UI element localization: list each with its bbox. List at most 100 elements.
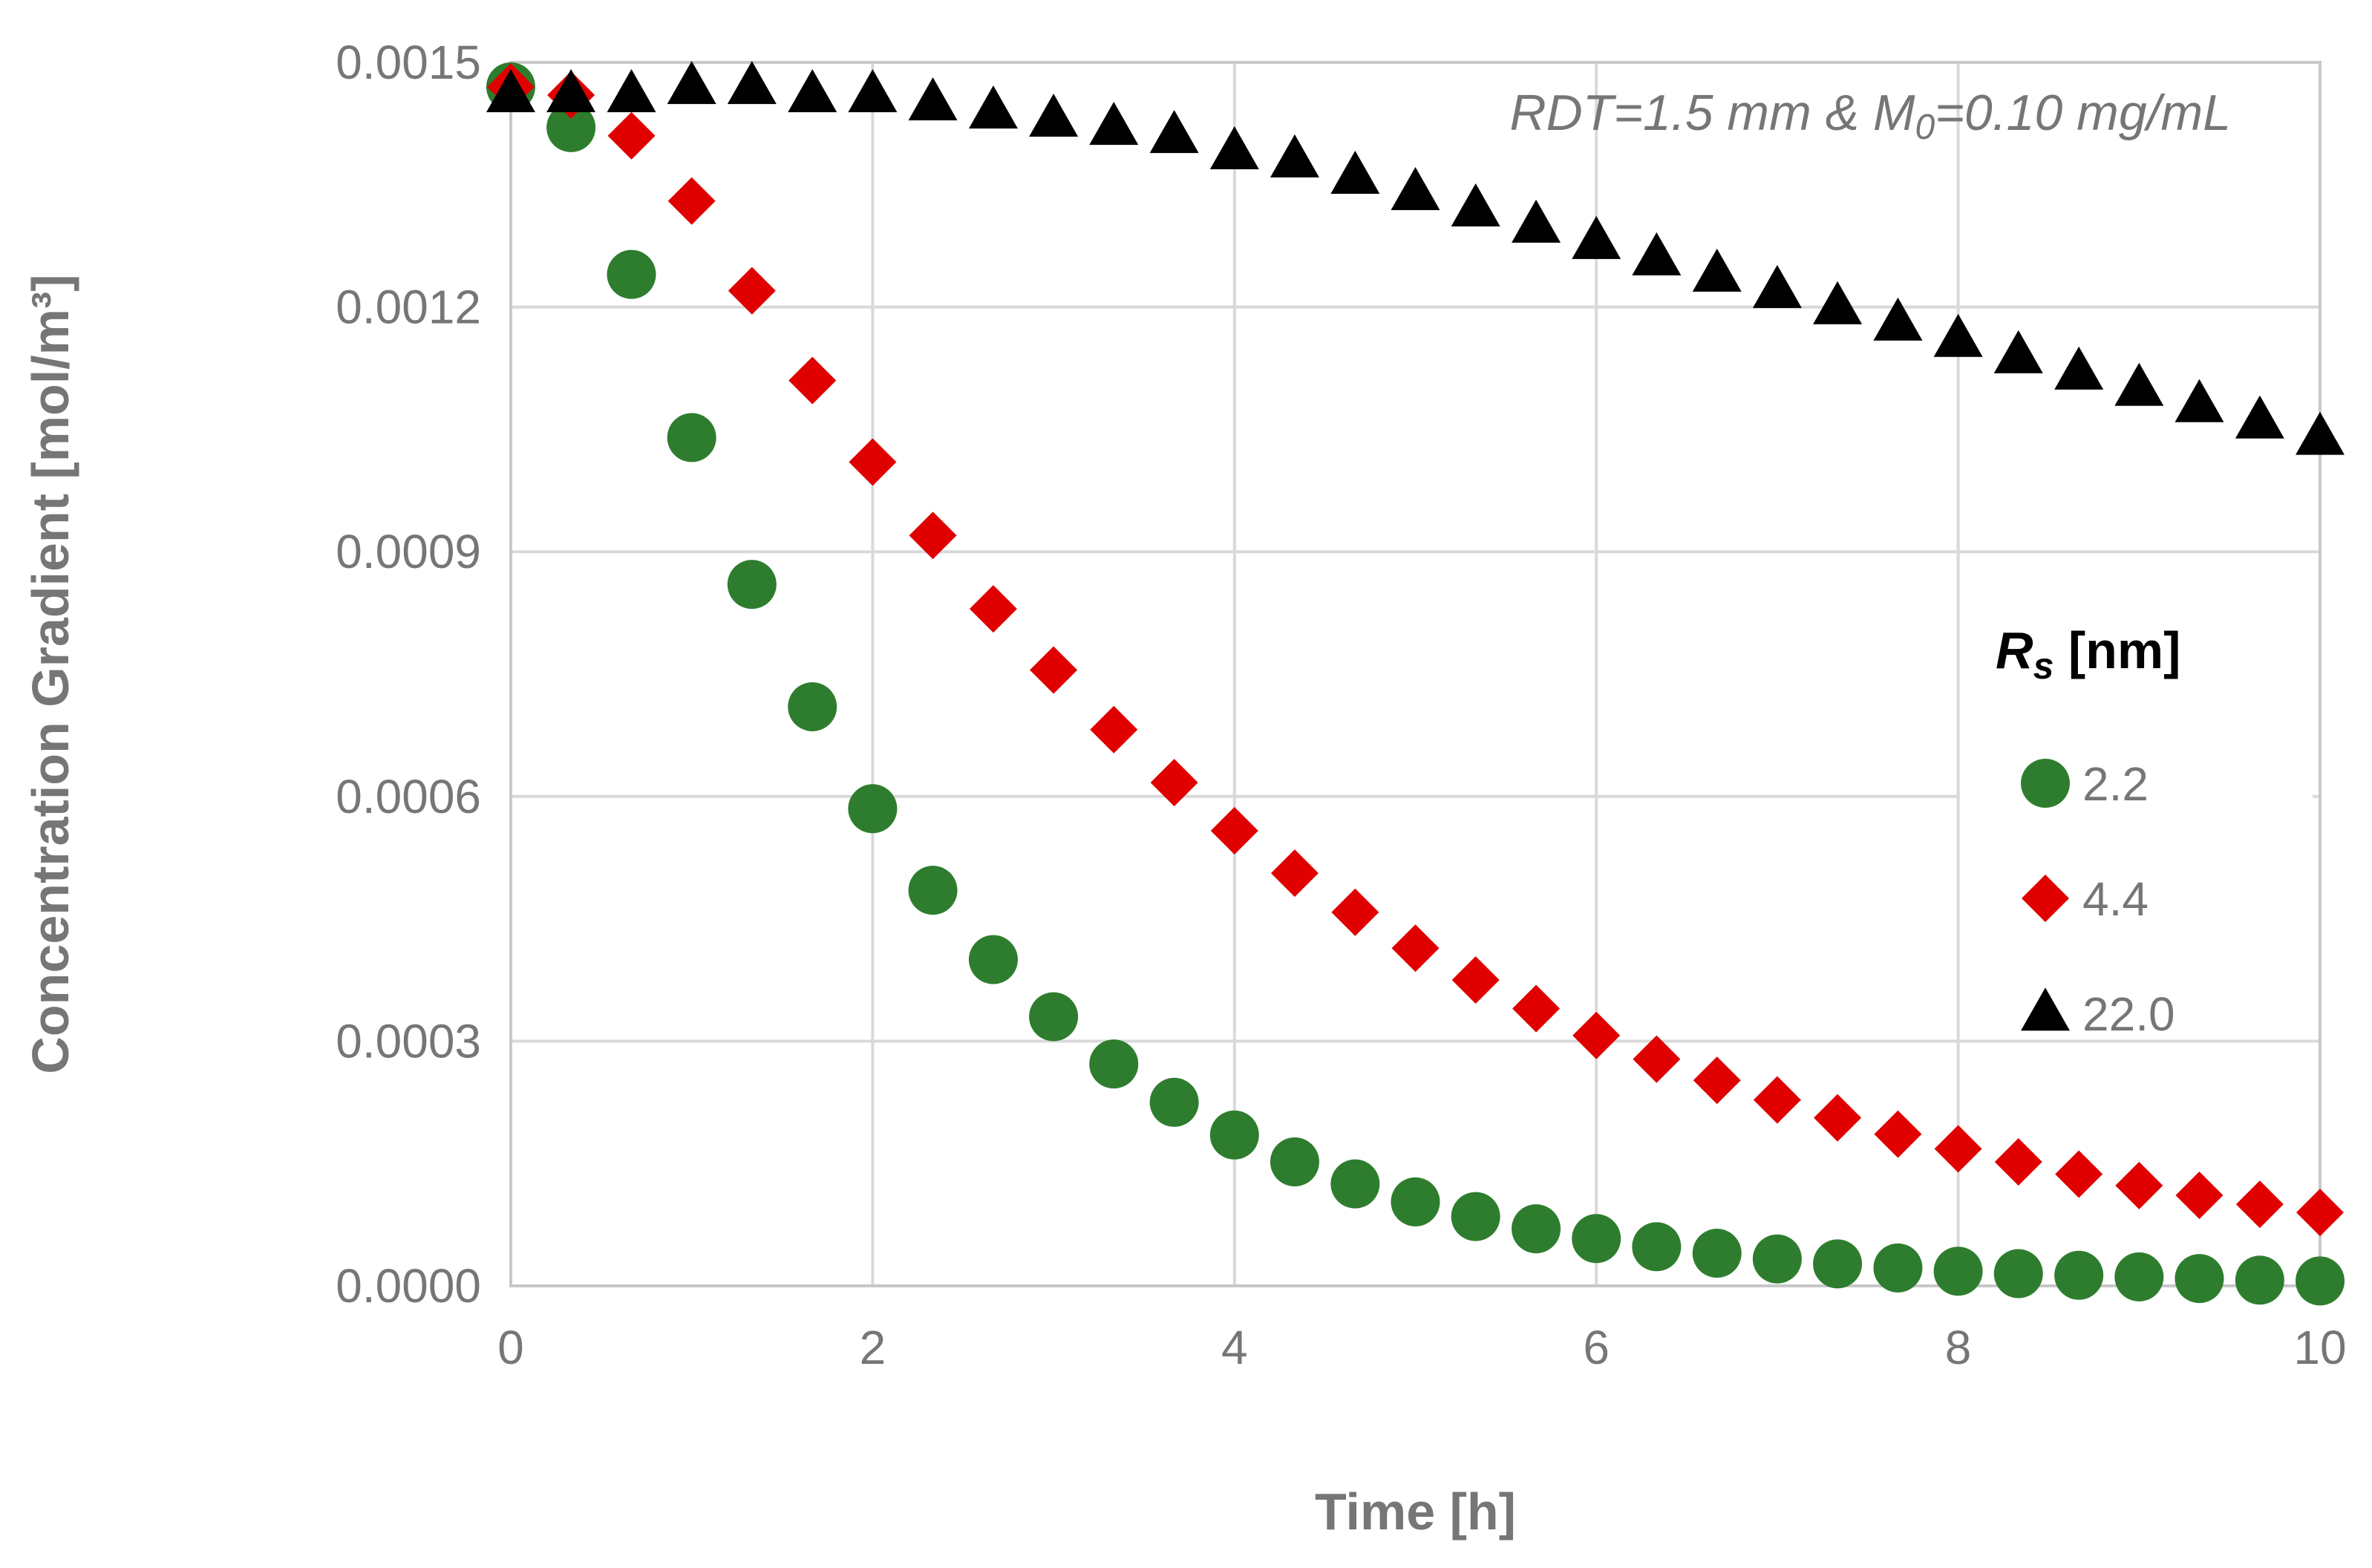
data-point xyxy=(1150,759,1198,807)
x-tick-label: 2 xyxy=(860,1321,886,1374)
data-point xyxy=(2175,379,2224,422)
data-point xyxy=(1512,199,1561,243)
data-point xyxy=(727,560,777,610)
legend-marker xyxy=(2022,875,2069,922)
data-point xyxy=(728,267,776,315)
plot-frame xyxy=(509,61,2322,1287)
legend-box xyxy=(1960,594,2313,1039)
data-point xyxy=(1752,264,1802,308)
data-point xyxy=(1873,297,1923,341)
data-point xyxy=(667,413,716,463)
data-point xyxy=(1814,1094,1862,1142)
data-point xyxy=(1330,151,1380,195)
legend-title: Rs [nm] xyxy=(1996,621,2180,687)
x-tick-label: 6 xyxy=(1583,1321,1610,1374)
data-point xyxy=(1149,110,1199,154)
data-point xyxy=(1813,1239,1863,1289)
data-point xyxy=(788,69,837,113)
data-point xyxy=(1149,1077,1199,1127)
y-tick-label: 0.0015 xyxy=(336,36,481,89)
data-point xyxy=(2235,1180,2284,1229)
data-point xyxy=(1753,1076,1801,1124)
x-tick-label: 0 xyxy=(497,1321,524,1374)
data-point xyxy=(1633,1035,1681,1083)
data-point xyxy=(2296,1189,2344,1237)
data-point xyxy=(1331,888,1379,936)
legend-title-symbol: R xyxy=(1996,621,2033,679)
data-point xyxy=(849,438,897,486)
data-point xyxy=(908,77,958,121)
data-point xyxy=(2235,395,2284,439)
data-point xyxy=(2055,1150,2103,1198)
data-point xyxy=(1512,1204,1561,1254)
gridlines xyxy=(509,61,2322,1287)
data-point xyxy=(1391,166,1440,210)
data-point xyxy=(1572,1214,1621,1264)
data-point xyxy=(667,61,716,105)
data-point xyxy=(2296,1256,2345,1306)
legend-title-unit: [nm] xyxy=(2054,621,2180,679)
y-axis-label: Concentration Gradient [mol/m³] xyxy=(22,274,79,1074)
data-point xyxy=(607,69,656,113)
legend-label: 2.2 xyxy=(2082,757,2149,811)
data-point xyxy=(968,935,1018,984)
data-point xyxy=(1934,1125,1982,1173)
data-point xyxy=(1994,1138,2042,1186)
data-point xyxy=(607,249,656,299)
data-point xyxy=(1752,1234,1802,1284)
data-point xyxy=(1030,646,1078,694)
annotation-text: RDT=1.5 mm & M0=0.10 mg/mL xyxy=(1510,85,2231,147)
data-point xyxy=(1512,984,1561,1033)
annotation-subscript: 0 xyxy=(1915,108,1935,147)
data-point xyxy=(1451,183,1500,226)
data-series xyxy=(486,61,2345,1306)
data-point xyxy=(1451,956,1500,1004)
data-point xyxy=(909,512,957,560)
data-point xyxy=(2114,1252,2164,1301)
data-point xyxy=(2115,1161,2163,1209)
data-point xyxy=(1692,1229,1742,1278)
legend-title-subscript: s xyxy=(2033,645,2054,687)
data-point xyxy=(1632,1222,1682,1272)
data-point xyxy=(1993,330,2043,373)
data-point xyxy=(1632,232,1682,275)
legend-marker xyxy=(2021,987,2070,1031)
data-point xyxy=(2054,1250,2104,1300)
data-point xyxy=(1270,1137,1319,1187)
data-point xyxy=(727,61,777,105)
data-point xyxy=(2175,1172,2224,1220)
x-tick-label: 10 xyxy=(2293,1321,2346,1374)
data-point xyxy=(1209,1110,1259,1160)
data-point xyxy=(607,111,656,160)
data-point xyxy=(2114,362,2164,406)
y-tick-label: 0.0006 xyxy=(336,770,481,823)
data-point xyxy=(788,356,837,405)
data-point xyxy=(848,69,898,113)
annotation-prefix: RDT=1.5 mm & M xyxy=(1510,85,1915,141)
x-tick-label: 4 xyxy=(1221,1321,1248,1374)
data-point xyxy=(667,177,716,225)
data-point xyxy=(1993,1249,2043,1298)
data-point xyxy=(1090,705,1138,754)
data-point xyxy=(1391,1177,1440,1226)
series-22.0 xyxy=(486,61,2345,455)
series-4.4 xyxy=(487,62,2344,1237)
data-point xyxy=(1693,1056,1741,1105)
data-point xyxy=(1451,1192,1500,1241)
data-point xyxy=(1692,248,1742,292)
legend-label: 4.4 xyxy=(2082,872,2149,926)
tick-labels: 0 2 4 6 8 10 0.0000 0.0003 0.0006 0.0009 0.0012 0.0… xyxy=(336,36,2346,1374)
data-point xyxy=(1089,102,1139,146)
data-point xyxy=(1572,1011,1621,1059)
data-point xyxy=(969,585,1017,633)
data-point xyxy=(2175,1254,2224,1304)
data-point xyxy=(546,69,596,113)
data-point xyxy=(1572,215,1621,259)
data-point xyxy=(1029,992,1079,1042)
data-point xyxy=(1933,1247,1983,1296)
data-point xyxy=(546,102,596,152)
y-tick-label: 0.0012 xyxy=(336,281,481,334)
data-point xyxy=(2235,1255,2284,1305)
y-tick-label: 0.0003 xyxy=(336,1014,481,1068)
series-2.2 xyxy=(486,62,2345,1306)
